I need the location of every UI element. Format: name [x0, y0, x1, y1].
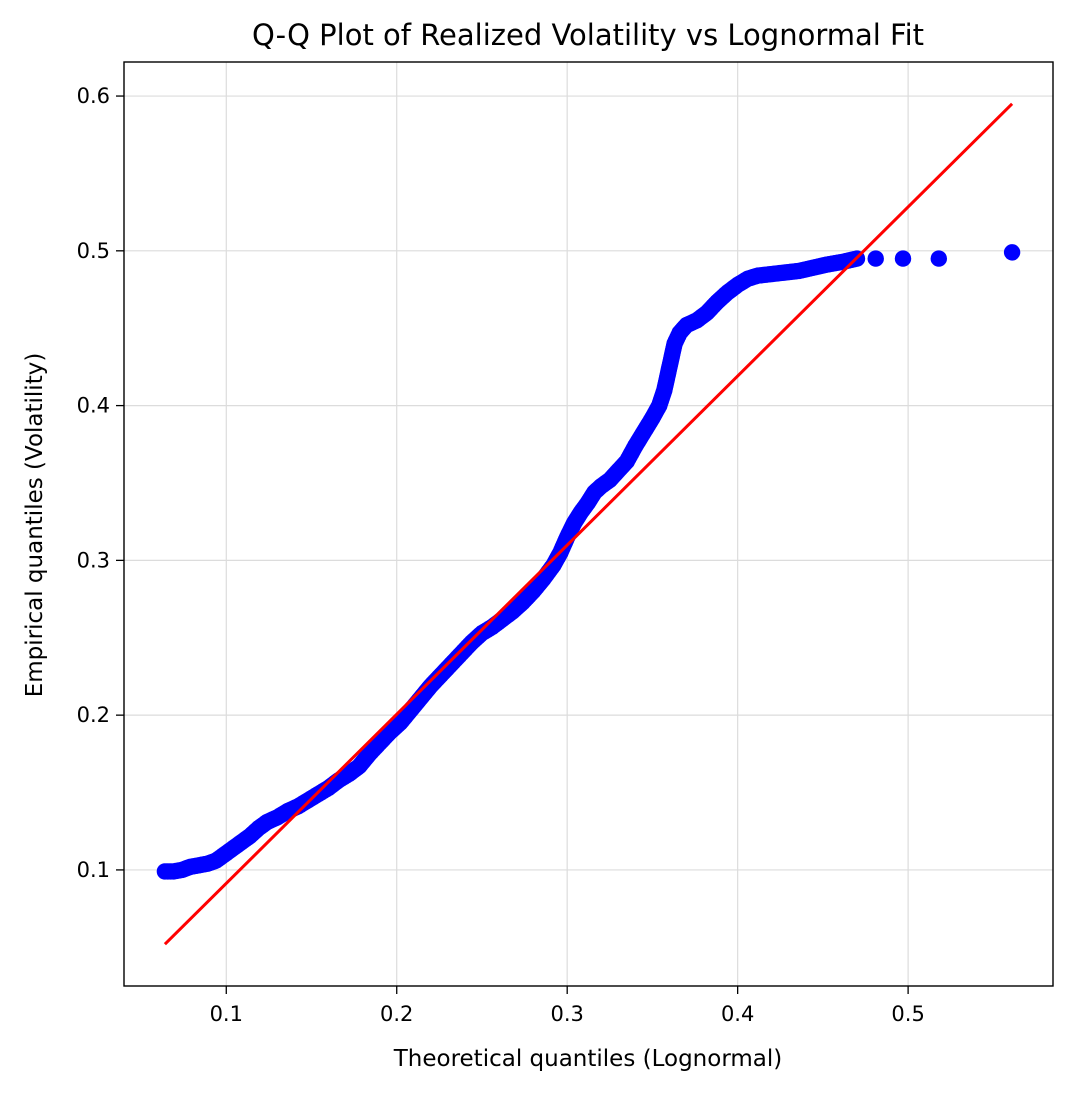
x-tick-label: 0.4 [721, 1002, 754, 1026]
y-tick-label: 0.3 [77, 548, 110, 572]
x-tick-label: 0.1 [210, 1002, 243, 1026]
scatter-point [1003, 244, 1021, 261]
fit-line [163, 102, 1014, 946]
y-axis-label: Empirical quantiles (Volatility) [22, 353, 48, 698]
grid-layer [124, 62, 1053, 986]
scatter-point [894, 250, 912, 267]
data-layer [156, 102, 1021, 946]
plot-frame [123, 61, 1054, 987]
x-tick-label: 0.2 [380, 1002, 413, 1026]
y-tick-label: 0.6 [77, 84, 110, 108]
y-tick-label: 0.4 [77, 394, 110, 418]
chart-title: Q-Q Plot of Realized Volatility vs Logno… [252, 18, 924, 52]
tick-layer: 0.1 0.2 0.3 0.4 0.5 0.1 0.2 0.3 0.4 0.5 0.6 [77, 84, 925, 1026]
scatter-point [930, 250, 947, 267]
y-tick-label: 0.2 [77, 703, 110, 727]
x-tick-label: 0.5 [891, 1002, 924, 1026]
y-tick-label: 0.1 [77, 858, 110, 882]
x-axis-label: Theoretical quantiles (Lognormal) [393, 1046, 783, 1072]
y-tick-label: 0.5 [77, 239, 110, 263]
scatter-point [867, 250, 884, 267]
x-tick-label: 0.3 [550, 1002, 583, 1026]
